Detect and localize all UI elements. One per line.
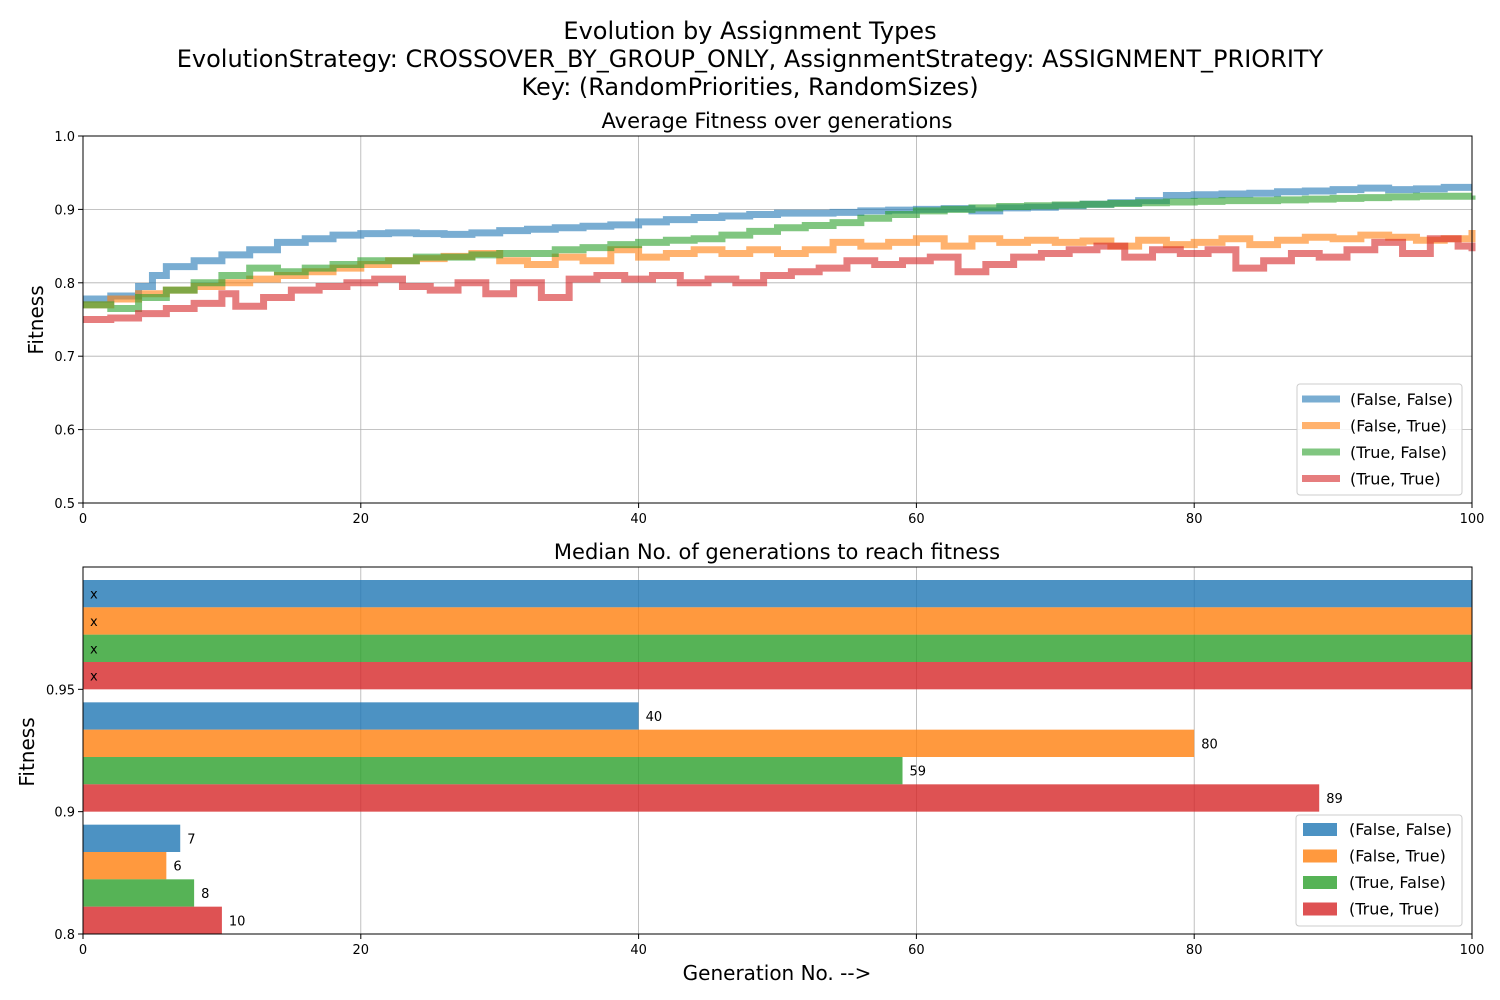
bar-label: x — [90, 670, 98, 685]
bar-chart-legend-swatch — [1303, 876, 1337, 889]
line-chart-legend-label: (True, True) — [1350, 470, 1441, 489]
line-series-0 — [83, 183, 1472, 303]
bar-chart-x-tick-label: 20 — [353, 943, 370, 958]
bar-2-0 — [83, 879, 195, 907]
bar-3-0 — [83, 906, 222, 934]
bar-2-1 — [83, 757, 903, 785]
bar-label: x — [90, 642, 98, 657]
bar-chart-title: Median No. of generations to reach fitne… — [554, 540, 1000, 564]
line-chart-x-tick-label: 0 — [79, 512, 87, 527]
bar-chart-y-tick-label: 0.8 — [54, 928, 75, 943]
bar-0-1 — [83, 702, 639, 730]
bar-chart-x-tick-label: 80 — [1186, 943, 1203, 958]
bar-chart-legend-swatch — [1303, 823, 1337, 836]
bar-label: x — [90, 615, 98, 630]
line-chart-y-tick-label: 0.6 — [54, 424, 75, 439]
bar-label: 59 — [910, 765, 927, 780]
figure-title-line-2: EvolutionStrategy: CROSSOVER_BY_GROUP_ON… — [177, 45, 1324, 73]
bar-chart-frame — [82, 566, 1473, 935]
line-chart-frame — [82, 135, 1473, 504]
line-chart-x-tick-label: 100 — [1460, 512, 1485, 527]
line-chart-y-ticks: 0.5 0.6 0.7 0.8 0.9 1.0 — [54, 130, 83, 512]
bar-chart-x-tick-label: 100 — [1460, 943, 1485, 958]
line-chart-legend-label: (False, False) — [1350, 390, 1453, 409]
bar-chart-x-tick-label: 0 — [79, 943, 87, 958]
bar-1-2 — [83, 607, 1472, 635]
figure-title: Evolution by Assignment Types EvolutionS… — [177, 17, 1324, 101]
bar-chart-legend-frame — [1295, 814, 1463, 927]
line-chart-y-tick-label: 0.7 — [54, 350, 75, 365]
bar-chart-x-ticks: 0 20 40 60 80 100 — [79, 934, 1485, 958]
bar-chart-legend-label: (False, False) — [1349, 820, 1452, 839]
bar-chart-median-generations: Median No. of generations to reach fitne… — [15, 540, 1484, 958]
bar-chart-y-ticks: 0.8 0.9 0.95 — [46, 683, 83, 943]
line-chart-series — [83, 183, 1476, 323]
bar-chart-legend-label: (True, False) — [1349, 873, 1446, 892]
bar-label: 6 — [173, 860, 181, 875]
bar-label: 89 — [1326, 792, 1343, 807]
bar-chart-legend-label: (True, True) — [1349, 900, 1440, 919]
bar-label: x — [90, 588, 98, 603]
bar-label: 10 — [229, 914, 246, 929]
line-chart-y-tick-label: 0.5 — [54, 497, 75, 512]
figure-title-line-1: Evolution by Assignment Types — [563, 17, 936, 45]
line-chart-title: Average Fitness over generations — [602, 109, 953, 133]
bar-chart-legend-label: (False, True) — [1349, 847, 1446, 866]
line-chart-x-tick-label: 80 — [1186, 512, 1203, 527]
bar-3-1 — [83, 784, 1320, 812]
line-chart-x-ticks: 0 20 40 60 80 100 — [79, 503, 1485, 527]
bar-0-0 — [83, 824, 181, 852]
line-chart-y-tick-label: 0.9 — [54, 203, 75, 218]
bar-chart-legend-swatch — [1303, 902, 1337, 916]
line-series-1 — [83, 229, 1476, 309]
bar-3-2 — [83, 662, 1472, 690]
bar-label: 8 — [201, 887, 209, 902]
line-chart-legend: (False, False) (False, True) (True, False)… — [1296, 383, 1463, 496]
bar-label: 80 — [1201, 737, 1218, 752]
bar-chart-y-tick-label: 0.95 — [46, 683, 75, 698]
line-chart-legend-label: (False, True) — [1350, 417, 1447, 436]
line-chart-average-fitness: Average Fitness over generations 0 20 40 60… — [24, 109, 1484, 527]
figure-title-line-3: Key: (RandomPriorities, RandomSizes) — [521, 73, 978, 101]
bar-chart-legend: (False, False) (False, True) (True, False)… — [1295, 814, 1463, 927]
line-series-3 — [83, 235, 1476, 323]
bar-label: 7 — [187, 832, 195, 847]
line-chart-legend-label: (True, False) — [1350, 443, 1447, 462]
bar-0-2 — [83, 580, 1472, 608]
bar-chart-x-tick-label: 40 — [630, 943, 647, 958]
bar-chart-legend-swatch — [1303, 849, 1337, 863]
line-chart-x-tick-label: 40 — [630, 512, 647, 527]
bar-chart-x-tick-label: 60 — [908, 943, 925, 958]
line-chart-y-tick-label: 1.0 — [54, 130, 75, 145]
figure-x-axis-label: Generation No. --> — [683, 961, 872, 985]
bar-chart-y-axis-label: Fitness — [15, 717, 39, 786]
bar-chart-y-tick-label: 0.9 — [54, 806, 75, 821]
bar-1-0 — [83, 852, 167, 880]
line-chart-x-tick-label: 60 — [908, 512, 925, 527]
bar-1-1 — [83, 729, 1195, 757]
bar-2-2 — [83, 634, 1472, 662]
line-chart-y-tick-label: 0.8 — [54, 277, 75, 292]
line-series-2 — [83, 192, 1476, 312]
bar-label: 40 — [646, 710, 663, 725]
line-chart-y-axis-label: Fitness — [24, 285, 48, 354]
line-chart-x-tick-label: 20 — [353, 512, 370, 527]
line-chart-legend-frame — [1296, 383, 1463, 496]
